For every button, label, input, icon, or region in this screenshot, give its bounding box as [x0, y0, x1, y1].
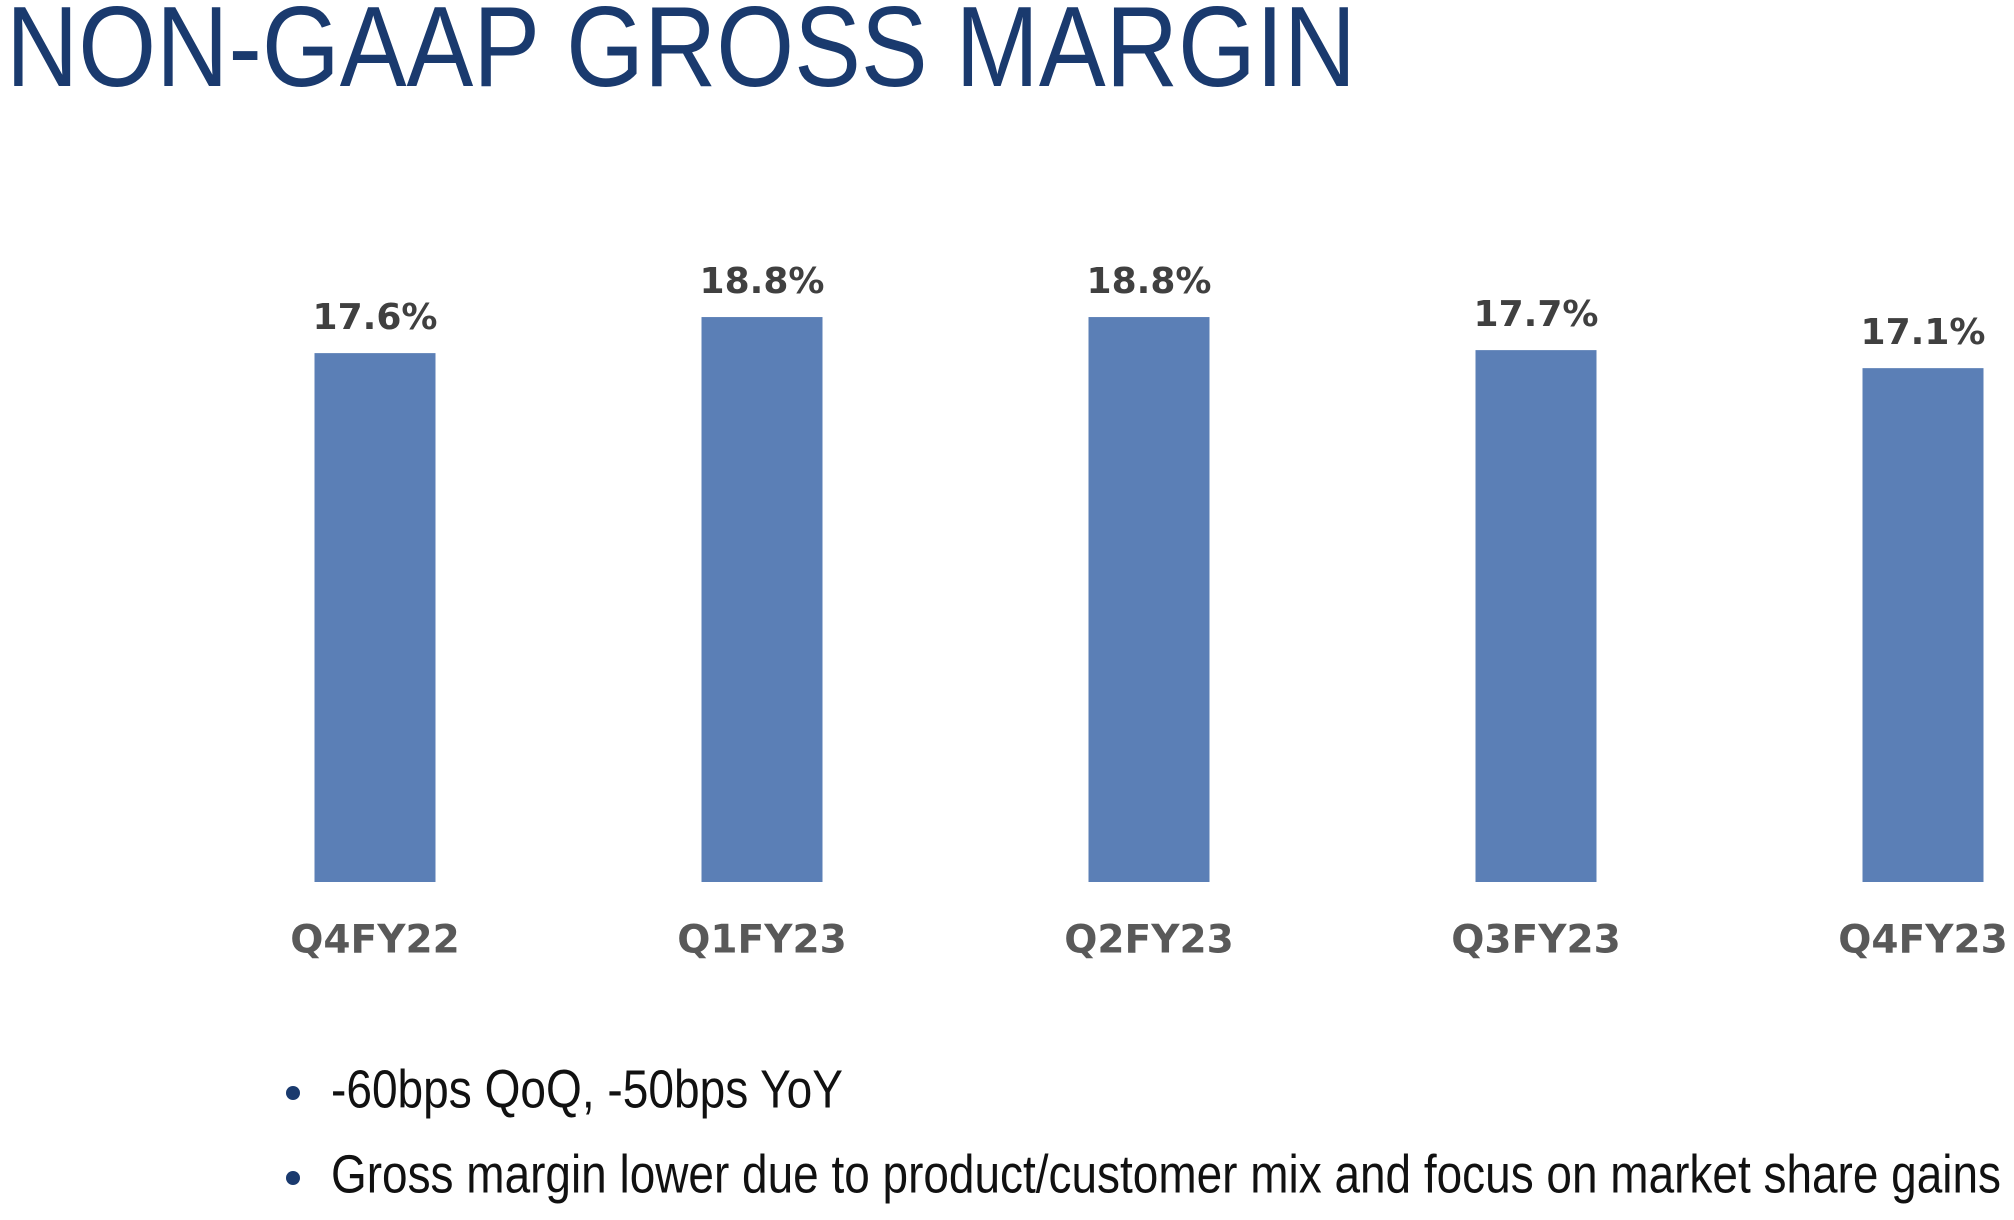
bullet — [286, 1171, 300, 1185]
annotation: Gross margin lower due to product/custom… — [331, 1144, 2001, 1204]
x-tick-label: Q4FY22 — [290, 918, 459, 963]
chart-title: NON-GAAP GROSS MARGIN — [6, 0, 1356, 111]
x-tick-label: Q2FY23 — [1064, 918, 1233, 963]
x-tick-label: Q4FY23 — [1838, 918, 2007, 963]
bar — [1862, 368, 1984, 882]
value-label: 17.7% — [1474, 294, 1599, 335]
bullet — [286, 1086, 300, 1100]
value-label: 17.6% — [313, 297, 438, 338]
bar — [1088, 317, 1210, 882]
annotation: -60bps QoQ, -50bps YoY — [331, 1059, 843, 1119]
x-tick-label: Q3FY23 — [1451, 918, 1620, 963]
value-label: 18.8% — [1087, 261, 1212, 302]
value-label: 18.8% — [700, 261, 825, 302]
bar — [701, 317, 823, 882]
bar — [1475, 350, 1597, 882]
bar — [314, 353, 436, 882]
value-label: 17.1% — [1861, 312, 1986, 353]
x-tick-label: Q1FY23 — [677, 918, 846, 963]
